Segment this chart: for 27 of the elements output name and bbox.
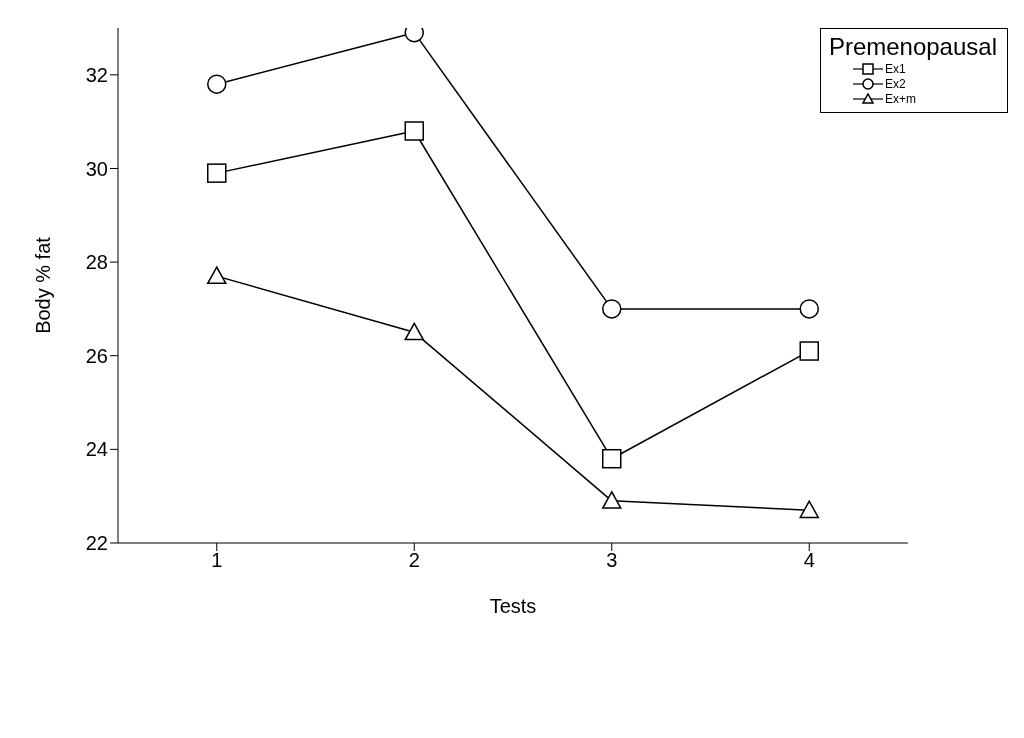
point xyxy=(404,121,424,141)
x-tick-label: 4 xyxy=(803,549,815,572)
point xyxy=(799,299,819,319)
point xyxy=(799,500,819,519)
y-tick-label: 30 xyxy=(85,157,108,180)
y-tick-label: 22 xyxy=(85,532,108,555)
x-tick-label: 3 xyxy=(606,549,618,572)
x-tick-label: 2 xyxy=(408,549,420,572)
point xyxy=(207,74,227,94)
y-axis-title: Body % fat xyxy=(32,236,55,334)
y-tick-label: 24 xyxy=(85,438,108,461)
y-tick-label: 32 xyxy=(85,63,108,86)
x-axis-title: Tests xyxy=(489,595,537,617)
x-tick-label: 1 xyxy=(211,549,223,572)
legend-label: Ex2 xyxy=(884,76,906,91)
point xyxy=(602,448,622,469)
point xyxy=(602,299,622,319)
point xyxy=(404,322,424,341)
y-tick-label: 28 xyxy=(85,251,108,274)
point xyxy=(207,266,227,285)
y-tick-label: 26 xyxy=(85,344,108,367)
point xyxy=(799,341,819,361)
legend-label: Ex1 xyxy=(884,61,906,76)
legend-label: Ex+m xyxy=(884,91,916,106)
point xyxy=(207,163,227,183)
point xyxy=(602,491,622,509)
legend-title: Premenopausal xyxy=(828,33,997,61)
